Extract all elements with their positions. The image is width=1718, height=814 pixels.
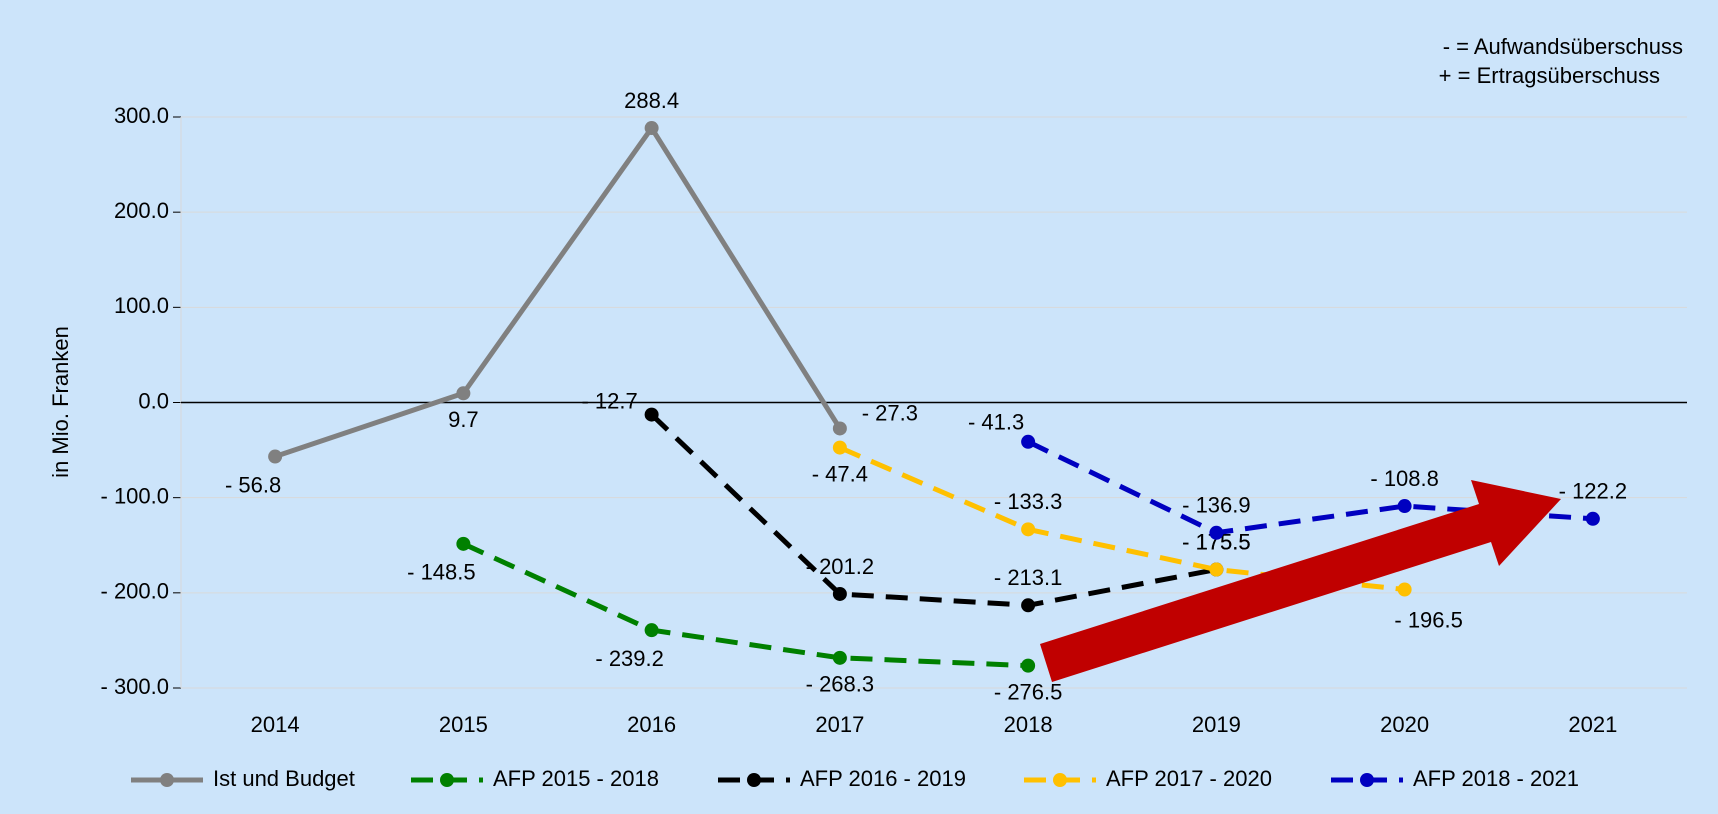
data-point <box>456 386 471 401</box>
data-point <box>1209 562 1224 577</box>
data-label: - 56.8 <box>225 472 281 497</box>
x-tick-label: 2020 <box>1380 712 1429 737</box>
data-label: - 27.3 <box>862 400 918 425</box>
y-tick-label: 300.0 <box>114 103 169 128</box>
y-tick-label: - 300.0 <box>101 674 170 699</box>
data-point <box>1209 525 1224 540</box>
x-tick-label: 2018 <box>1004 712 1053 737</box>
data-point <box>1021 434 1036 449</box>
legend-label: AFP 2017 - 2020 <box>1106 766 1272 791</box>
data-point <box>644 407 659 422</box>
data-label: - 148.5 <box>407 560 476 585</box>
data-point <box>1021 522 1036 537</box>
data-label: - 12.7 <box>581 388 637 413</box>
annotation: + = Ertragsüberschuss <box>1439 63 1660 88</box>
data-point <box>832 440 847 455</box>
y-axis-label: in Mio. Franken <box>48 326 73 478</box>
data-point <box>1021 658 1036 673</box>
data-point <box>268 449 283 464</box>
data-label: - 196.5 <box>1394 607 1463 632</box>
data-label: - 136.9 <box>1182 493 1251 518</box>
series-line <box>274 123 842 459</box>
legend-marker <box>160 773 174 787</box>
legend-label: Ist und Budget <box>213 766 355 791</box>
series-line <box>462 541 1029 669</box>
series-line <box>649 412 1217 608</box>
x-tick-label: 2016 <box>627 712 676 737</box>
legend-marker <box>440 773 454 787</box>
y-tick-label: 100.0 <box>114 293 169 318</box>
trend-arrow <box>1040 480 1561 682</box>
x-tick-label: 2017 <box>815 712 864 737</box>
x-tick-label: 2021 <box>1568 712 1617 737</box>
legend-marker <box>747 773 761 787</box>
data-point <box>1397 582 1412 597</box>
data-label: - 122.2 <box>1559 479 1628 504</box>
data-label: - 108.8 <box>1370 466 1439 491</box>
data-label: - 41.3 <box>968 410 1024 435</box>
x-tick-label: 2019 <box>1192 712 1241 737</box>
x-tick-label: 2014 <box>251 712 300 737</box>
legend-label: AFP 2018 - 2021 <box>1413 766 1579 791</box>
data-point <box>832 586 847 601</box>
data-point <box>644 121 659 136</box>
data-label: - 268.3 <box>806 672 875 697</box>
data-point <box>1397 499 1412 514</box>
data-label: - 201.2 <box>806 554 875 579</box>
data-label: - 276.5 <box>994 679 1063 704</box>
legend-label: AFP 2016 - 2019 <box>800 766 966 791</box>
data-label: - 239.2 <box>595 646 664 671</box>
data-point <box>644 623 659 638</box>
data-point <box>1585 511 1600 526</box>
y-tick-label: - 100.0 <box>101 483 170 508</box>
data-label: 9.7 <box>448 407 479 432</box>
annotation: - = Aufwandsüberschuss <box>1443 34 1683 59</box>
data-label: 288.4 <box>624 88 679 113</box>
data-point <box>832 421 847 436</box>
legend-marker <box>1053 773 1067 787</box>
legend-label: AFP 2015 - 2018 <box>493 766 659 791</box>
data-point <box>1021 598 1036 613</box>
data-point <box>456 536 471 551</box>
y-tick-label: 200.0 <box>114 198 169 223</box>
y-tick-label: 0.0 <box>138 388 169 413</box>
y-tick-label: - 200.0 <box>101 579 170 604</box>
x-tick-label: 2015 <box>439 712 488 737</box>
data-label: - 47.4 <box>812 461 868 486</box>
data-label: - 133.3 <box>994 489 1063 514</box>
data-label: - 213.1 <box>994 565 1063 590</box>
legend-marker <box>1360 773 1374 787</box>
data-point <box>832 650 847 665</box>
